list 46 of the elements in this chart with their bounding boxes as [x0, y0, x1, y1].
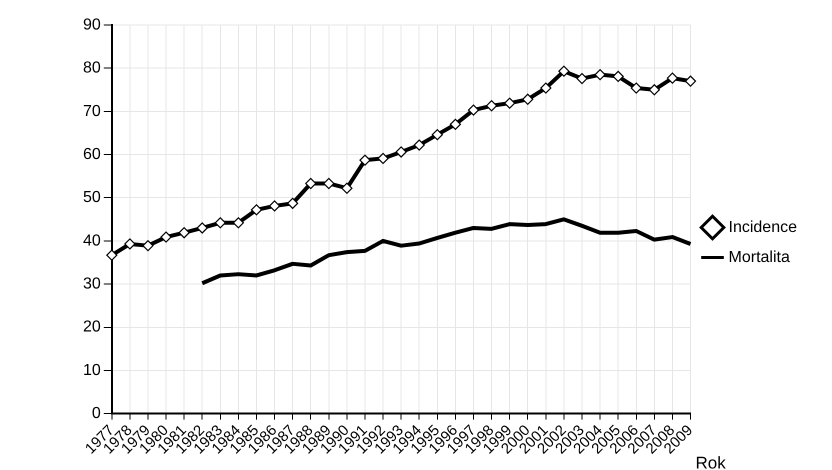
y-tick-label: 70	[83, 102, 101, 120]
point	[323, 178, 334, 190]
point	[377, 152, 389, 164]
point	[486, 100, 498, 112]
y-tick-label: 40	[83, 232, 101, 250]
point	[160, 231, 172, 243]
point	[268, 200, 280, 212]
point	[540, 82, 552, 94]
legend-label: Mortalita	[728, 248, 790, 266]
y-tick-label: 90	[83, 16, 101, 34]
point	[106, 250, 118, 261]
point	[612, 70, 624, 82]
point	[396, 146, 407, 158]
y-tick-label: 20	[83, 318, 101, 336]
point	[468, 104, 480, 116]
y-tick-label: 10	[83, 362, 101, 379]
point	[250, 204, 262, 216]
point	[414, 139, 425, 151]
y-tick-label: 30	[83, 276, 101, 293]
point	[341, 182, 352, 194]
point	[684, 76, 696, 87]
point	[630, 82, 642, 94]
point	[142, 240, 154, 252]
point	[287, 198, 298, 209]
point	[666, 72, 678, 84]
y-tick-label: 50	[83, 189, 101, 206]
point	[359, 154, 371, 166]
y-tick-label: 80	[83, 60, 101, 77]
point	[305, 178, 316, 190]
point	[576, 72, 588, 84]
point	[178, 227, 190, 238]
point	[124, 238, 136, 250]
y-tick-label: 60	[83, 146, 101, 163]
point	[432, 129, 443, 140]
point	[648, 84, 660, 96]
point	[522, 94, 534, 105]
point	[450, 118, 462, 130]
point	[594, 69, 606, 80]
legend-label: Incidence	[728, 218, 798, 236]
point	[504, 98, 516, 109]
point	[214, 217, 226, 228]
point	[558, 66, 570, 77]
x-axis-title: Rok	[696, 453, 726, 470]
point	[232, 217, 244, 228]
y-tick-label: 0	[92, 405, 101, 422]
point	[196, 222, 208, 234]
